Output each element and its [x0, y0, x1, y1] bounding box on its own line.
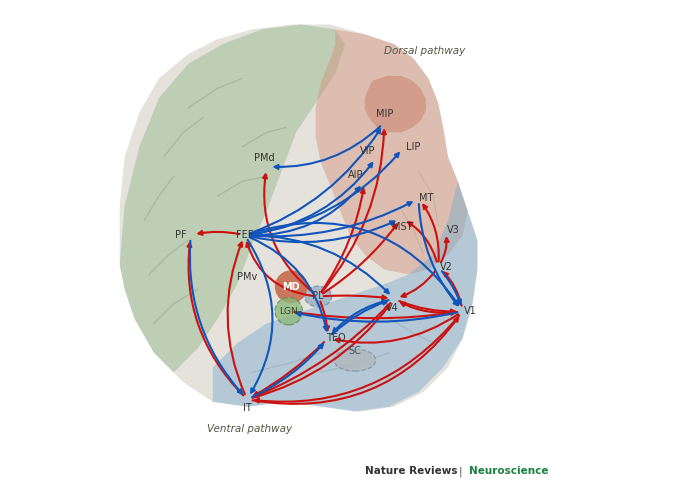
FancyArrowPatch shape — [444, 272, 461, 306]
Text: MIP: MIP — [376, 109, 393, 119]
FancyArrowPatch shape — [255, 316, 459, 403]
FancyArrowPatch shape — [250, 202, 412, 236]
FancyArrowPatch shape — [322, 130, 386, 292]
FancyArrowPatch shape — [253, 318, 458, 404]
FancyArrowPatch shape — [333, 300, 389, 332]
FancyArrowPatch shape — [424, 205, 439, 262]
Text: Dorsal pathway: Dorsal pathway — [384, 47, 466, 56]
Text: MT: MT — [419, 194, 433, 203]
FancyArrowPatch shape — [332, 301, 386, 334]
FancyArrowPatch shape — [250, 223, 458, 305]
Text: Nature Reviews: Nature Reviews — [365, 466, 458, 476]
Text: PMd: PMd — [254, 153, 275, 163]
FancyArrowPatch shape — [323, 295, 386, 299]
Text: PMv: PMv — [237, 272, 257, 282]
FancyArrowPatch shape — [246, 243, 313, 296]
FancyArrowPatch shape — [401, 303, 457, 313]
FancyArrowPatch shape — [294, 311, 455, 318]
FancyArrowPatch shape — [399, 301, 455, 314]
FancyArrowPatch shape — [250, 153, 399, 234]
FancyArrowPatch shape — [254, 342, 324, 395]
FancyArrowPatch shape — [250, 235, 388, 293]
Text: AIP: AIP — [348, 171, 363, 180]
FancyArrowPatch shape — [248, 240, 272, 392]
Text: LGN: LGN — [279, 307, 298, 316]
FancyArrowPatch shape — [250, 129, 380, 233]
Text: VIP: VIP — [360, 146, 376, 156]
Text: V2: V2 — [440, 262, 452, 272]
Text: LIP: LIP — [405, 142, 420, 152]
FancyArrowPatch shape — [419, 204, 458, 305]
FancyArrowPatch shape — [250, 187, 360, 235]
FancyArrowPatch shape — [321, 301, 329, 330]
Circle shape — [275, 297, 302, 325]
FancyArrowPatch shape — [442, 271, 461, 304]
FancyArrowPatch shape — [250, 163, 372, 234]
FancyArrowPatch shape — [250, 221, 394, 242]
Text: V1: V1 — [464, 306, 477, 316]
FancyArrowPatch shape — [254, 303, 391, 397]
Polygon shape — [365, 76, 426, 132]
Text: V3: V3 — [447, 225, 460, 235]
Text: FEF: FEF — [236, 230, 253, 240]
FancyArrowPatch shape — [408, 222, 437, 262]
Polygon shape — [120, 24, 477, 412]
Text: Ventral pathway: Ventral pathway — [207, 424, 292, 434]
FancyArrowPatch shape — [199, 231, 239, 235]
Text: IT: IT — [243, 403, 251, 413]
Ellipse shape — [304, 286, 332, 307]
Text: TEO: TEO — [326, 333, 346, 343]
Text: MST: MST — [392, 222, 413, 232]
FancyArrowPatch shape — [190, 241, 242, 393]
FancyArrowPatch shape — [296, 312, 457, 322]
Text: SC: SC — [349, 346, 361, 356]
Text: PF: PF — [175, 230, 187, 240]
Polygon shape — [120, 24, 345, 372]
FancyArrowPatch shape — [188, 243, 243, 395]
FancyArrowPatch shape — [402, 271, 435, 297]
Text: Neuroscience: Neuroscience — [468, 466, 548, 476]
FancyArrowPatch shape — [441, 238, 449, 262]
FancyArrowPatch shape — [321, 189, 365, 292]
FancyArrowPatch shape — [253, 305, 389, 398]
FancyArrowPatch shape — [336, 314, 458, 343]
Text: V4: V4 — [386, 303, 398, 313]
FancyArrowPatch shape — [274, 126, 380, 169]
Polygon shape — [213, 181, 477, 412]
FancyArrowPatch shape — [263, 174, 314, 293]
Circle shape — [276, 271, 307, 302]
FancyArrowPatch shape — [228, 243, 245, 394]
Text: MD: MD — [282, 282, 300, 292]
FancyArrowPatch shape — [250, 237, 328, 330]
Text: |: | — [458, 466, 463, 477]
Text: PL: PL — [312, 292, 324, 301]
Polygon shape — [316, 29, 468, 274]
Ellipse shape — [334, 349, 376, 371]
FancyArrowPatch shape — [323, 224, 397, 294]
FancyArrowPatch shape — [252, 344, 323, 397]
